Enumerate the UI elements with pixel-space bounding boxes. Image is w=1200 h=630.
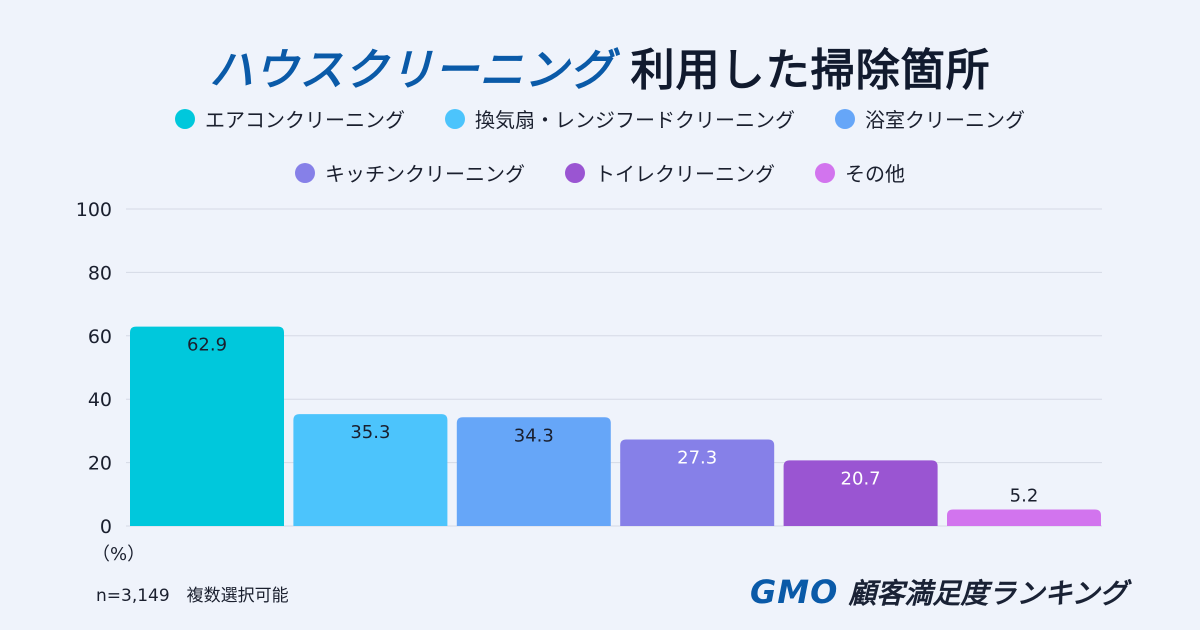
logo: GMO 顧客満足度ランキング (750, 572, 1127, 612)
legend-row-2: キッチンクリーニング トイレクリーニング その他 (0, 158, 1200, 187)
bar (783, 460, 938, 526)
legend-swatch (175, 108, 195, 129)
y-tick-label: 100 (76, 199, 112, 221)
data-label: 5.2 (1010, 486, 1039, 507)
legend-item: エアコンクリーニング (175, 104, 405, 133)
chart-title: ハウスクリーニング 利用した掃除箇所 (0, 34, 1200, 98)
bar (130, 326, 284, 526)
legend-swatch (815, 162, 835, 183)
legend-label: トイレクリーニング (595, 162, 775, 186)
y-tick-label: 60 (88, 326, 112, 348)
bar (293, 414, 448, 526)
title-part1: ハウスクリーニング (209, 45, 615, 96)
title-part2: 利用した掃除箇所 (630, 45, 991, 96)
legend-swatch (295, 162, 315, 183)
legend-item: キッチンクリーニング (295, 158, 525, 187)
legend-swatch (445, 108, 465, 129)
bar (947, 509, 1101, 526)
legend-item: 浴室クリーニング (835, 104, 1025, 133)
legend-label: エアコンクリーニング (205, 108, 405, 132)
legend-row-1: エアコンクリーニング 換気扇・レンジフードクリーニング 浴室クリーニング (0, 104, 1200, 133)
y-axis-unit: （%） (92, 544, 145, 565)
logo-text: 顧客満足度ランキング (848, 577, 1128, 610)
bar (456, 417, 611, 526)
data-label: 35.3 (350, 422, 390, 443)
legend-label: 浴室クリーニング (865, 108, 1025, 132)
y-tick-label: 20 (88, 453, 112, 475)
footnote: n=3,149 複数選択可能 (96, 586, 289, 606)
data-label: 20.7 (841, 468, 881, 489)
legend-item: 換気扇・レンジフードクリーニング (445, 104, 795, 133)
legend-label: キッチンクリーニング (325, 162, 525, 186)
legend-label: その他 (845, 162, 905, 186)
data-label: 34.3 (514, 425, 554, 446)
legend-swatch (835, 108, 855, 129)
y-tick-label: 0 (100, 516, 112, 538)
legend-swatch (565, 162, 585, 183)
y-tick-label: 80 (88, 262, 112, 284)
data-label: 27.3 (677, 447, 717, 468)
legend-label: 換気扇・レンジフードクリーニング (475, 108, 795, 132)
legend-item: トイレクリーニング (565, 158, 775, 187)
bar (620, 439, 775, 526)
y-tick-label: 40 (88, 389, 112, 411)
logo-gmo: GMO (750, 573, 839, 611)
data-label: 62.9 (187, 335, 227, 356)
legend-item: その他 (815, 158, 905, 187)
